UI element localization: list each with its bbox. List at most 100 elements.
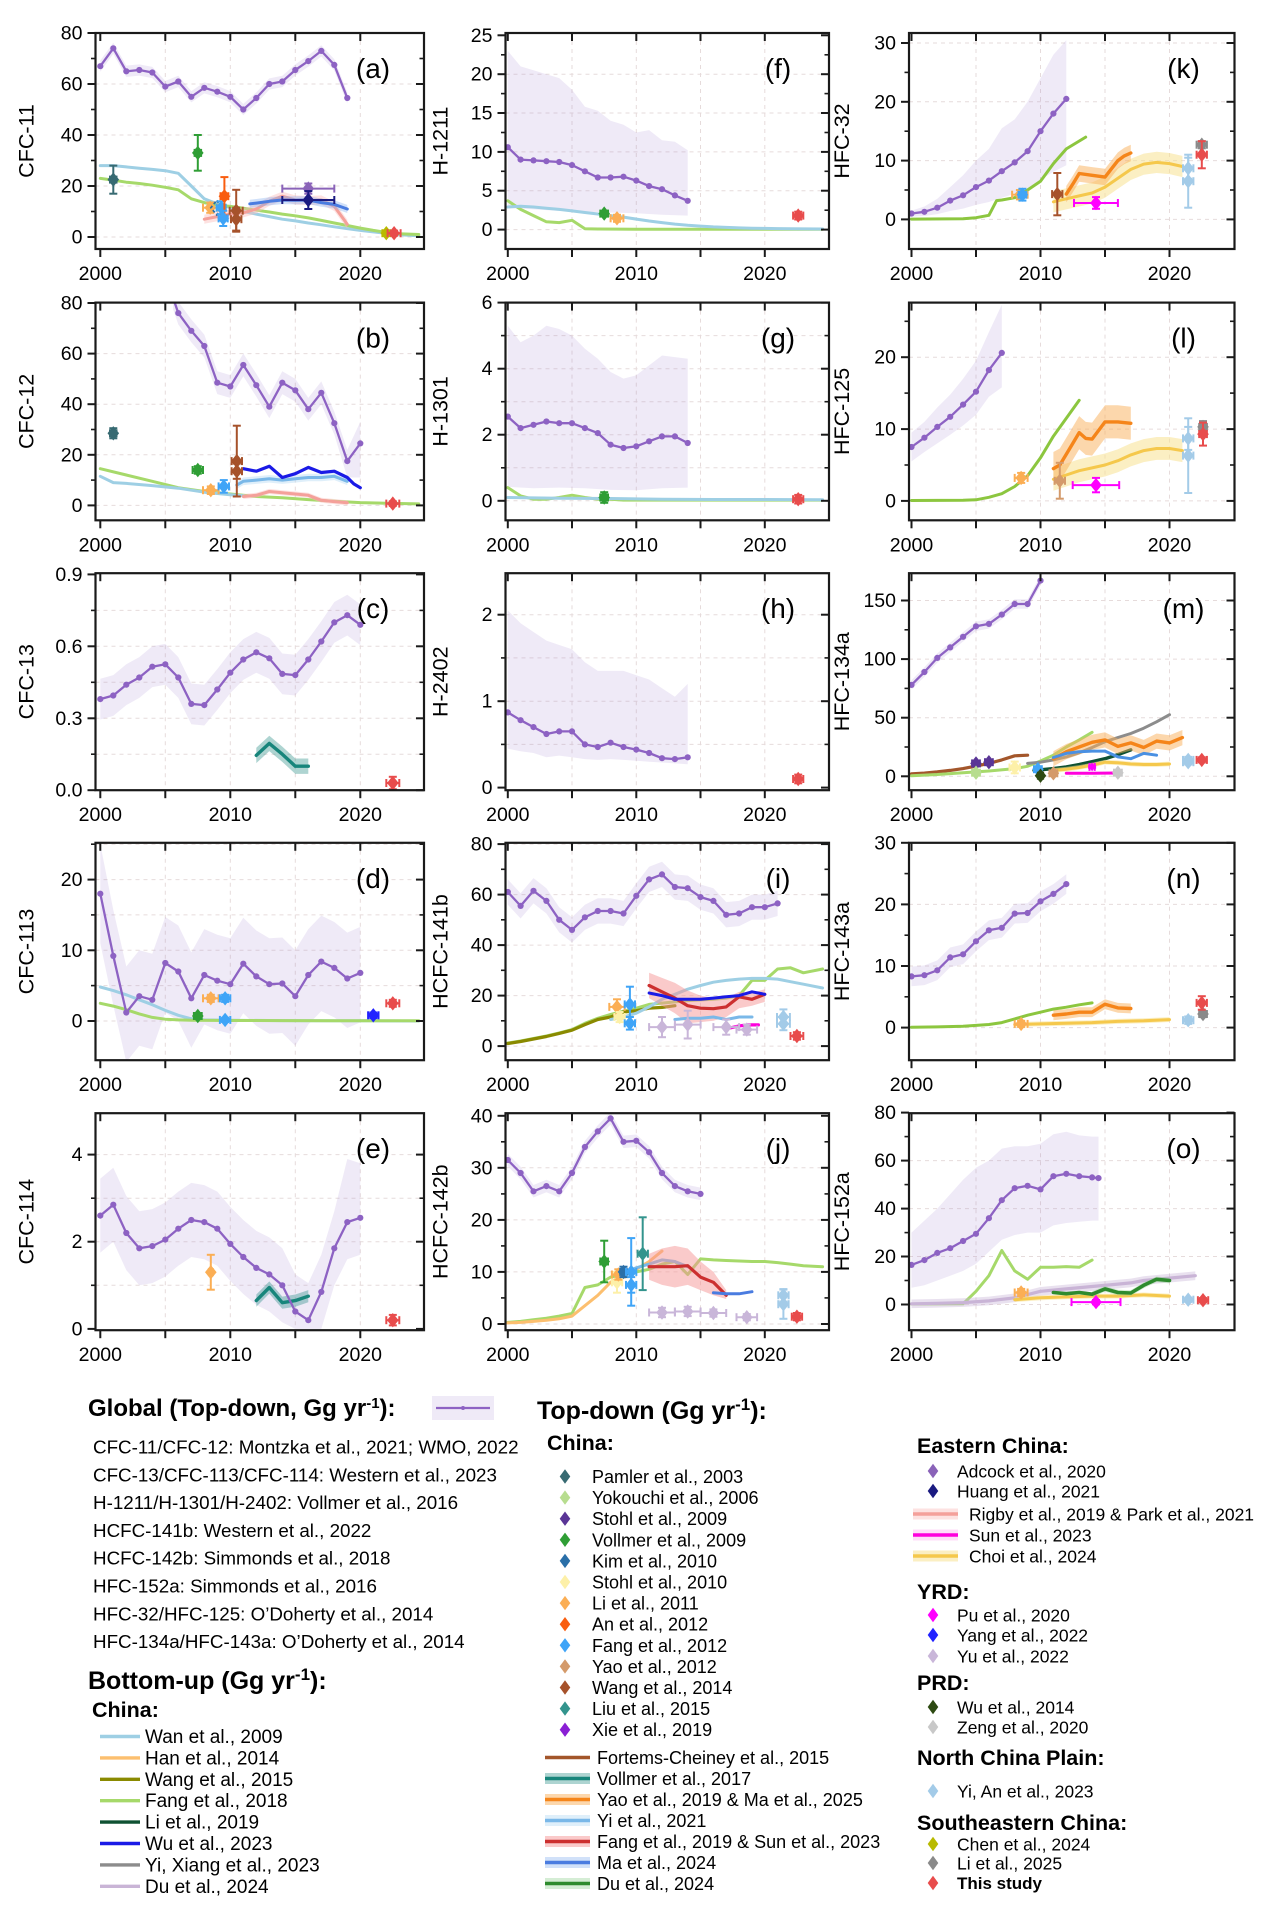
svg-text:20: 20: [874, 894, 896, 916]
svg-text:10: 10: [874, 419, 896, 441]
svg-text:20: 20: [874, 1246, 896, 1268]
svg-text:Pamler et al., 2003: Pamler et al., 2003: [592, 1467, 743, 1487]
svg-text:(m): (m): [1163, 593, 1205, 624]
svg-text:CFC-11/CFC-12: Montzka et al.,: CFC-11/CFC-12: Montzka et al., 2021; WMO…: [93, 1437, 519, 1458]
svg-text:HFC-134a: HFC-134a: [830, 632, 854, 731]
svg-text:100: 100: [863, 649, 896, 671]
svg-text:Fang et al., 2019 & Sun et al.: Fang et al., 2019 & Sun et al., 2023: [597, 1832, 880, 1852]
svg-text:Wang et al., 2015: Wang et al., 2015: [145, 1770, 293, 1791]
svg-text:50: 50: [874, 707, 896, 729]
svg-text:0: 0: [482, 1314, 493, 1336]
svg-text:2010: 2010: [615, 534, 659, 556]
svg-text:10: 10: [874, 150, 896, 172]
svg-text:2020: 2020: [339, 534, 383, 556]
svg-text:20: 20: [874, 91, 896, 113]
svg-text:2: 2: [72, 1231, 83, 1253]
svg-text:80: 80: [61, 293, 83, 315]
svg-text:HCFC-141b: HCFC-141b: [429, 894, 453, 1009]
svg-text:0: 0: [482, 219, 493, 241]
svg-text:2010: 2010: [615, 1074, 659, 1096]
svg-text:2000: 2000: [486, 534, 530, 556]
svg-text:40: 40: [471, 935, 493, 957]
svg-text:HFC-125: HFC-125: [830, 368, 854, 455]
svg-text:(b): (b): [356, 323, 390, 354]
svg-text:2000: 2000: [79, 1344, 123, 1366]
svg-text:2010: 2010: [1019, 1074, 1063, 1096]
svg-text:80: 80: [471, 834, 493, 856]
svg-text:China:: China:: [92, 1698, 159, 1722]
svg-text:2000: 2000: [890, 1344, 934, 1366]
svg-text:Wang et al., 2014: Wang et al., 2014: [592, 1678, 732, 1698]
svg-text:(f): (f): [765, 53, 791, 84]
svg-text:10: 10: [471, 141, 493, 163]
svg-text:PRD:: PRD:: [917, 1671, 970, 1695]
svg-text:(a): (a): [356, 53, 390, 84]
svg-text:Bottom-up (Gg yr-1):: Bottom-up (Gg yr-1):: [88, 1665, 327, 1696]
svg-text:6: 6: [482, 292, 493, 314]
svg-text:10: 10: [874, 956, 896, 978]
svg-text:Wan et al., 2009: Wan et al., 2009: [145, 1727, 283, 1748]
svg-text:2020: 2020: [339, 1344, 383, 1366]
svg-text:15: 15: [471, 103, 493, 125]
svg-text:0: 0: [885, 766, 896, 788]
svg-text:Rigby et al., 2019 & Park et a: Rigby et al., 2019 & Park et al., 2021: [969, 1505, 1254, 1525]
svg-text:(g): (g): [761, 323, 795, 354]
svg-text:Du et al., 2024: Du et al., 2024: [145, 1877, 269, 1898]
svg-text:Top-down (Gg yr-1):: Top-down (Gg yr-1):: [537, 1395, 767, 1426]
svg-text:Kim et al., 2010: Kim et al., 2010: [592, 1551, 717, 1571]
svg-text:20: 20: [61, 869, 83, 891]
svg-text:Vollmer et al., 2009: Vollmer et al., 2009: [592, 1530, 746, 1550]
svg-text:80: 80: [874, 1102, 896, 1124]
svg-text:0: 0: [885, 490, 896, 512]
svg-text:YRD:: YRD:: [917, 1580, 970, 1604]
svg-text:4: 4: [482, 358, 493, 380]
svg-text:2020: 2020: [339, 1074, 383, 1096]
svg-text:2000: 2000: [79, 1074, 123, 1096]
svg-text:60: 60: [471, 884, 493, 906]
svg-text:0: 0: [72, 1318, 83, 1340]
svg-text:0: 0: [482, 490, 493, 512]
svg-text:HFC-32/HFC-125: O’Doherty et: HFC-32/HFC-125: O’Doherty et al., 2014: [93, 1603, 433, 1624]
svg-text:60: 60: [874, 1150, 896, 1172]
svg-text:2000: 2000: [890, 263, 934, 285]
svg-text:20: 20: [874, 347, 896, 369]
svg-text:Li et al., 2025: Li et al., 2025: [957, 1854, 1062, 1874]
svg-text:2010: 2010: [209, 263, 253, 285]
svg-text:Stohl et al., 2009: Stohl et al., 2009: [592, 1509, 727, 1529]
svg-text:2020: 2020: [1148, 804, 1192, 826]
svg-text:CFC-11: CFC-11: [15, 104, 39, 178]
svg-text:2010: 2010: [209, 1344, 253, 1366]
svg-text:2020: 2020: [1148, 534, 1192, 556]
svg-text:H-1211/H-1301/H-2402: Vollmer: H-1211/H-1301/H-2402: Vollmer et al., 20…: [93, 1492, 458, 1513]
svg-text:2010: 2010: [1019, 1344, 1063, 1366]
svg-text:30: 30: [874, 33, 896, 55]
svg-text:0.3: 0.3: [55, 708, 82, 730]
svg-text:An et al., 2012: An et al., 2012: [592, 1615, 708, 1635]
svg-text:HFC-134a/HFC-143a: O’Doherty: HFC-134a/HFC-143a: O’Doherty et al., 201…: [93, 1631, 465, 1652]
svg-text:Han et al., 2014: Han et al., 2014: [145, 1748, 280, 1769]
svg-text:0: 0: [885, 209, 896, 231]
svg-text:Fang et al., 2018: Fang et al., 2018: [145, 1791, 288, 1812]
svg-text:10: 10: [61, 940, 83, 962]
svg-text:2010: 2010: [615, 804, 659, 826]
svg-text:2010: 2010: [1019, 804, 1063, 826]
svg-text:0: 0: [885, 1294, 896, 1316]
svg-text:60: 60: [61, 343, 83, 365]
svg-text:10: 10: [471, 1261, 493, 1283]
svg-text:Li et al., 2011: Li et al., 2011: [592, 1594, 699, 1614]
svg-text:Adcock et al., 2020: Adcock et al., 2020: [957, 1462, 1106, 1482]
svg-text:0: 0: [72, 1011, 83, 1033]
svg-text:Du et al., 2024: Du et al., 2024: [597, 1874, 714, 1894]
svg-text:H-2402: H-2402: [429, 646, 453, 717]
svg-text:2010: 2010: [1019, 534, 1063, 556]
svg-text:2020: 2020: [743, 263, 787, 285]
svg-text:20: 20: [471, 64, 493, 86]
svg-text:Zeng et al., 2020: Zeng et al., 2020: [957, 1718, 1089, 1738]
svg-text:Xie et al., 2019: Xie et al., 2019: [592, 1720, 712, 1740]
svg-text:2000: 2000: [486, 263, 530, 285]
svg-text:20: 20: [61, 444, 83, 466]
svg-text:CFC-13: CFC-13: [15, 644, 39, 719]
svg-text:HCFC-141b: Western et al., 202: HCFC-141b: Western et al., 2022: [93, 1520, 371, 1541]
svg-text:2010: 2010: [1019, 263, 1063, 285]
svg-text:0.9: 0.9: [55, 564, 82, 586]
